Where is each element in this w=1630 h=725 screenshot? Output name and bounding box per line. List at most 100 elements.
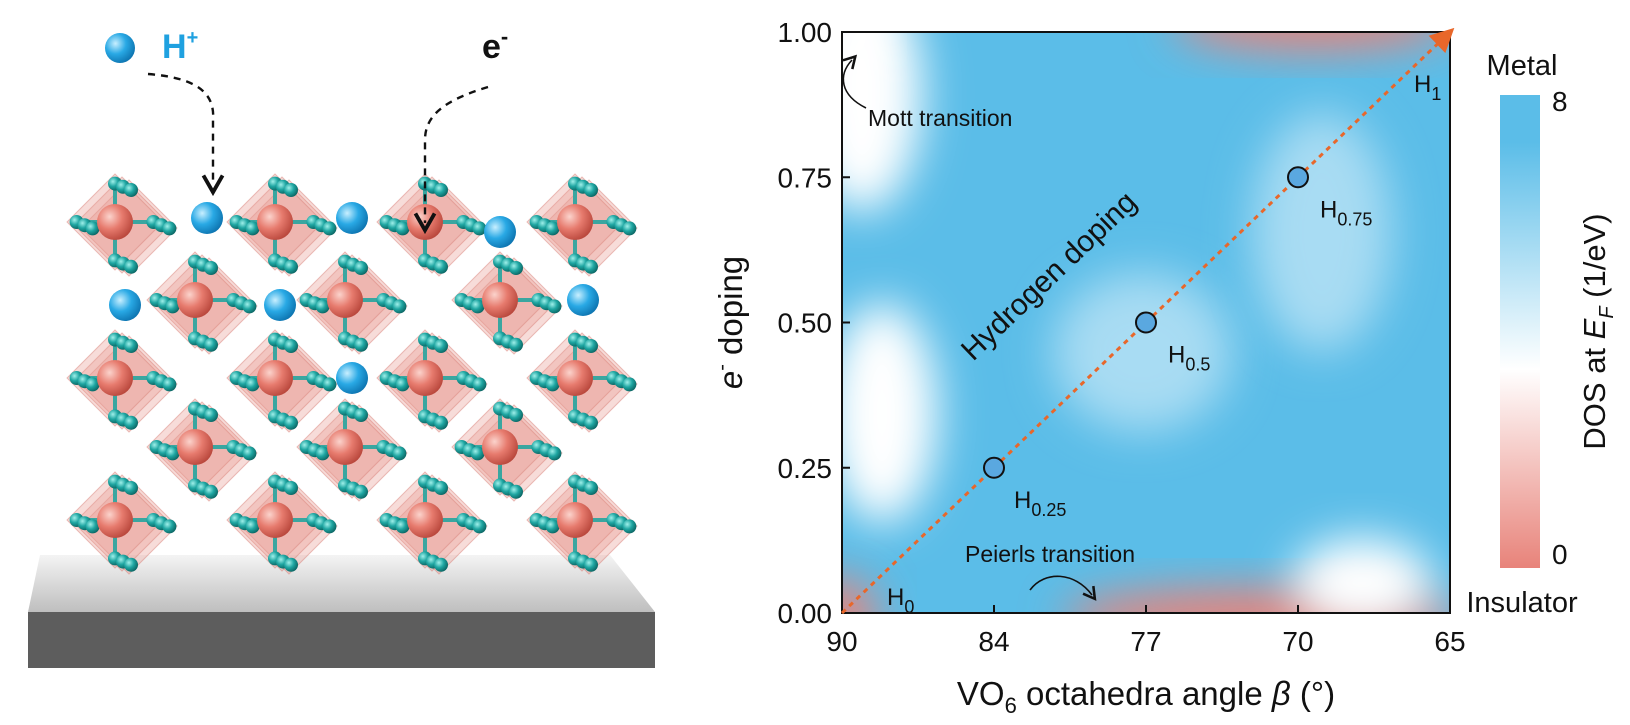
vanadium [257,502,293,538]
x-axis-label: VO6 octahedra angle β (°) [957,675,1335,718]
oxygen [315,446,330,461]
x-axis-label-part: (°) [1291,675,1335,712]
point-label: H0.5 [1168,342,1210,375]
point-label: H0 [887,584,914,617]
proton [567,284,599,316]
vanadium [482,282,518,318]
point-label-sub: 0 [904,597,914,617]
y-tick-label: 0.00 [778,598,833,629]
point-label-base: H [887,584,904,611]
proton [264,289,296,321]
data-point [1287,166,1309,189]
oxygen [85,221,100,236]
oxygen [162,377,177,392]
colorbar-tick-label: 8 [1552,86,1568,117]
vanadium [557,360,593,396]
x-tick-label: 90 [826,626,857,657]
oxygen [165,446,180,461]
oxygen [85,519,100,534]
heatmap-region [1252,112,1392,352]
colorbar [1500,95,1540,568]
oxygen [245,519,260,534]
proton-arrow [147,72,225,197]
colorbar-bottom-label: Insulator [1466,587,1578,619]
oxygen [242,446,257,461]
heatmap-region [842,32,922,212]
oxygen [547,446,562,461]
point-label: H0.75 [1320,196,1372,229]
oxygen [322,519,337,534]
x-axis-label-part: octahedra angle [1017,675,1272,712]
oxygen [322,377,337,392]
colorbar-label-part: (1/eV) [1577,213,1612,306]
oxygen [204,484,218,499]
oxygen [434,557,448,572]
oxygen [392,299,407,314]
electron-label: e- [482,24,508,66]
oxygen [509,484,523,499]
oxygen [124,481,138,495]
oxygen [162,519,177,534]
oxygen [434,415,448,430]
colorbar-label-part: F [1596,305,1618,319]
proton-charge: + [187,27,199,49]
proton-legend-sphere [105,33,135,63]
proton [191,202,223,234]
electron-charge: - [501,24,508,49]
oxygen [509,337,523,352]
oxygen [245,221,260,236]
oxygen [584,259,598,274]
oxygen [434,481,448,495]
oxygen [472,377,487,392]
oxygen [284,339,298,353]
point-label-sub: 0.75 [1337,209,1372,229]
oxygen [284,481,298,495]
x-tick-label: 77 [1130,626,1161,657]
oxygen [545,377,560,392]
oxygen [284,259,298,274]
oxygen [434,339,448,353]
y-axis-label-part: doping [712,256,749,364]
x-axis-label-part: VO [957,675,1005,712]
oxygen [395,377,410,392]
oxygen [124,183,138,197]
vanadium [97,360,133,396]
oxygen [584,415,598,430]
oxygen [395,519,410,534]
point-label-sub: 0.25 [1031,500,1066,520]
y-tick-label: 0.75 [778,162,833,193]
oxygen [472,519,487,534]
oxygen [245,377,260,392]
oxygen [242,299,257,314]
oxygen [545,221,560,236]
proton [336,202,368,234]
oxygen [124,259,138,274]
oxygen [354,408,368,422]
oxygen [395,221,410,236]
oxygen [204,261,218,275]
oxygen [545,519,560,534]
y-axis-label-part: e [712,371,749,389]
heatmap-region [1181,32,1443,50]
oxygen [284,415,298,430]
vanadium [97,502,133,538]
oxygen [204,408,218,422]
oxygen [354,261,368,275]
vanadium [177,282,213,318]
point-label-base: H [1168,342,1185,369]
annotation-arrow [842,54,867,109]
proton [484,216,516,248]
point-label-base: H [1014,487,1031,514]
colorbar-label-part: E [1577,318,1612,339]
oxygen [434,259,448,274]
electron-symbol: e [482,28,501,66]
vanadium [327,429,363,465]
oxygen [622,221,637,236]
vanadium [557,502,593,538]
electron-arrow [413,85,489,235]
oxygen [547,299,562,314]
vanadium [177,429,213,465]
vanadium [482,429,518,465]
oxygen [354,484,368,499]
oxygen [470,446,485,461]
